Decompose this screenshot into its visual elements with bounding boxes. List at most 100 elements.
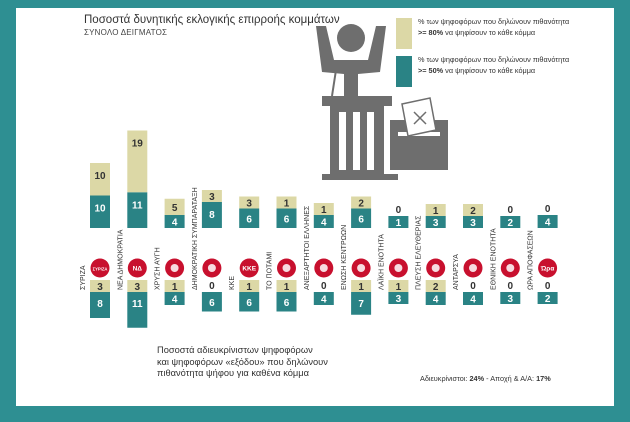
party-8-total-high-label: 2 <box>358 199 364 210</box>
party-1-name-label: ΣΥΡΙΖΑ <box>80 265 87 290</box>
party-11-logo-mark <box>469 264 477 272</box>
party-6-exit-high-bar <box>276 280 297 292</box>
party-13-total-mid-bar <box>537 215 558 228</box>
party-12-logo-mark <box>506 264 515 272</box>
party-11-total-high-bar <box>463 204 483 216</box>
party-3-logo-mark <box>170 264 179 272</box>
bottom-note-line1: Ποσοστά αδιευκρίνιστων ψηφοφόρων <box>157 345 313 355</box>
chart-subtitle: ΣΥΝΟΛΟ ΔΕΙΓΜΑΤΟΣ <box>84 28 168 37</box>
party-5-exit-high-label: 1 <box>246 282 252 293</box>
party-6-logo-mark <box>282 264 291 272</box>
bottom-note: Ποσοστά αδιευκρίνιστων ψηφοφόρων και ψηφ… <box>157 345 328 380</box>
bottom-note-line2: και ψηφοφόρων «εξόδου» που δηλώνουν <box>157 356 328 367</box>
party-13-logo-icon <box>538 258 558 278</box>
party-8-exit-high-bar <box>351 280 372 292</box>
party-10-exit-high-label: 2 <box>433 282 439 293</box>
party-6-name-label: ΤΟ ΠΟΤΑΜΙ <box>267 252 274 290</box>
party-8-total-high-bar <box>351 196 372 209</box>
party-9-total-high-label: 0 <box>396 205 402 216</box>
undecided-value: 24% <box>469 374 485 383</box>
party-8-name-label: ΕΝΩΣΗ ΚΕΝΤΡΩΩΝ <box>341 225 348 290</box>
party-10-exit-mid-bar <box>425 292 446 305</box>
party-3-name-label: ΧΡΥΣΗ ΑΥΓΗ <box>155 247 162 290</box>
party-6-total-high-bar <box>276 196 297 209</box>
party-3-total-mid-bar <box>164 215 185 228</box>
party-7-exit-mid-label: 4 <box>321 295 327 306</box>
party-13-exit-mid-label: 2 <box>545 294 551 305</box>
party-4-total-high-label: 3 <box>209 192 215 203</box>
party-2-logo-text: ΝΔ <box>133 266 143 273</box>
party-7-total-mid-label: 4 <box>321 218 327 229</box>
party-3-exit-mid-label: 4 <box>172 295 178 306</box>
party-6-total-mid-bar <box>276 208 297 228</box>
party-11-total-mid-label: 3 <box>470 218 476 229</box>
party-2-exit-high-label: 3 <box>135 282 141 293</box>
party-10-total-high-label: 1 <box>433 206 439 217</box>
chart-title: Ποσοστά δυνητικής εκλογικής επιρροής κομ… <box>84 14 340 26</box>
party-7-exit-high-label: 0 <box>321 281 327 292</box>
party-3-exit-high-label: 1 <box>172 282 178 293</box>
party-4-total-mid-label: 8 <box>209 210 215 221</box>
party-10-total-mid-bar <box>425 216 446 228</box>
party-6-exit-mid-label: 6 <box>284 298 290 309</box>
party-7-total-mid-bar <box>313 215 334 228</box>
party-5-total-mid-label: 6 <box>246 214 252 225</box>
party-3-total-high-label: 5 <box>172 203 178 214</box>
party-9-total-mid-bar <box>388 216 409 228</box>
party-11-exit-mid-bar <box>463 292 483 305</box>
party-13-total-mid-label: 4 <box>545 218 551 229</box>
party-9-exit-high-bar <box>388 280 409 292</box>
party-1-total-mid-bar <box>90 195 110 228</box>
party-4-logo-mark <box>207 264 216 272</box>
party-13-name-label: ΩΡΑ ΑΠΟΦΑΣΕΩΝ <box>528 230 535 290</box>
party-5-exit-mid-bar <box>239 292 260 312</box>
party-1-logo-icon <box>90 258 110 278</box>
party-2-logo-icon <box>127 258 147 278</box>
party-5-exit-high-bar <box>239 280 260 292</box>
party-2-exit-mid-bar <box>127 292 148 328</box>
party-7-total-high-bar <box>313 203 334 215</box>
party-8-total-mid-bar <box>351 208 372 228</box>
party-5-total-high-label: 3 <box>246 199 252 210</box>
party-1-exit-mid-bar <box>90 292 110 318</box>
party-8-exit-high-label: 1 <box>358 282 364 293</box>
party-11-total-mid-bar <box>463 216 483 228</box>
party-7-exit-mid-bar <box>313 292 334 305</box>
party-10-logo-mark <box>431 264 440 272</box>
party-9-total-mid-label: 1 <box>396 218 402 229</box>
party-13-logo-text: Ώρα <box>540 266 554 273</box>
party-11-exit-high-label: 0 <box>470 281 476 292</box>
party-10-total-high-bar <box>425 204 446 216</box>
party-6-total-high-label: 1 <box>284 199 290 210</box>
party-7-name-label: ΑΝΕΞΑΡΤΗΤΟΙ ΕΛΛΗΝΕΣ <box>304 205 311 290</box>
party-3-exit-mid-bar <box>164 292 185 305</box>
party-10-total-mid-label: 3 <box>433 218 439 229</box>
party-2-total-high-bar <box>127 130 148 193</box>
speaker-ballot-illustration <box>316 24 448 180</box>
party-1-exit-mid-label: 8 <box>97 299 103 310</box>
party-5-total-mid-bar <box>239 208 260 228</box>
party-11-total-high-label: 2 <box>470 206 476 217</box>
party-5-exit-mid-label: 6 <box>246 298 252 309</box>
party-10-exit-high-bar <box>425 280 446 292</box>
party-4-name-label: ΔΗΜΟΚΡΑΤΙΚΗ ΣΥΜΠΑΡΑΤΑΞΗ <box>192 187 199 290</box>
party-13-total-high-label: 0 <box>545 204 551 215</box>
party-9-exit-mid-bar <box>388 292 409 304</box>
party-8-exit-mid-bar <box>351 292 372 315</box>
party-12-exit-mid-label: 3 <box>508 294 514 305</box>
party-2-total-high-label: 19 <box>132 139 144 150</box>
party-4-exit-mid-bar <box>201 292 222 312</box>
abstain-value: 17% <box>536 374 551 383</box>
party-3-exit-high-bar <box>164 280 185 292</box>
party-2-total-mid-bar <box>127 192 148 228</box>
party-5-name-label: ΚΚΕ <box>229 276 236 290</box>
party-3-total-mid-label: 4 <box>172 218 178 229</box>
party-13-exit-high-label: 0 <box>545 281 551 292</box>
party-11-name-label: ΑΝΤΑΡΣΥΑ <box>453 254 460 290</box>
party-13-exit-mid-bar <box>537 292 558 304</box>
infographic-card: Ποσοστά δυνητικής εκλογικής επιρροής κομ… <box>16 8 614 406</box>
party-5-total-high-bar <box>239 196 260 209</box>
legend-text-mid: % των ψηφοφόρων που δηλώνουν πιθανότητα … <box>418 55 570 75</box>
party-2-total-mid-label: 11 <box>132 200 143 211</box>
bottom-note-line3: πιθανότητα ψήφου για καθένα κόμμα <box>157 368 310 378</box>
